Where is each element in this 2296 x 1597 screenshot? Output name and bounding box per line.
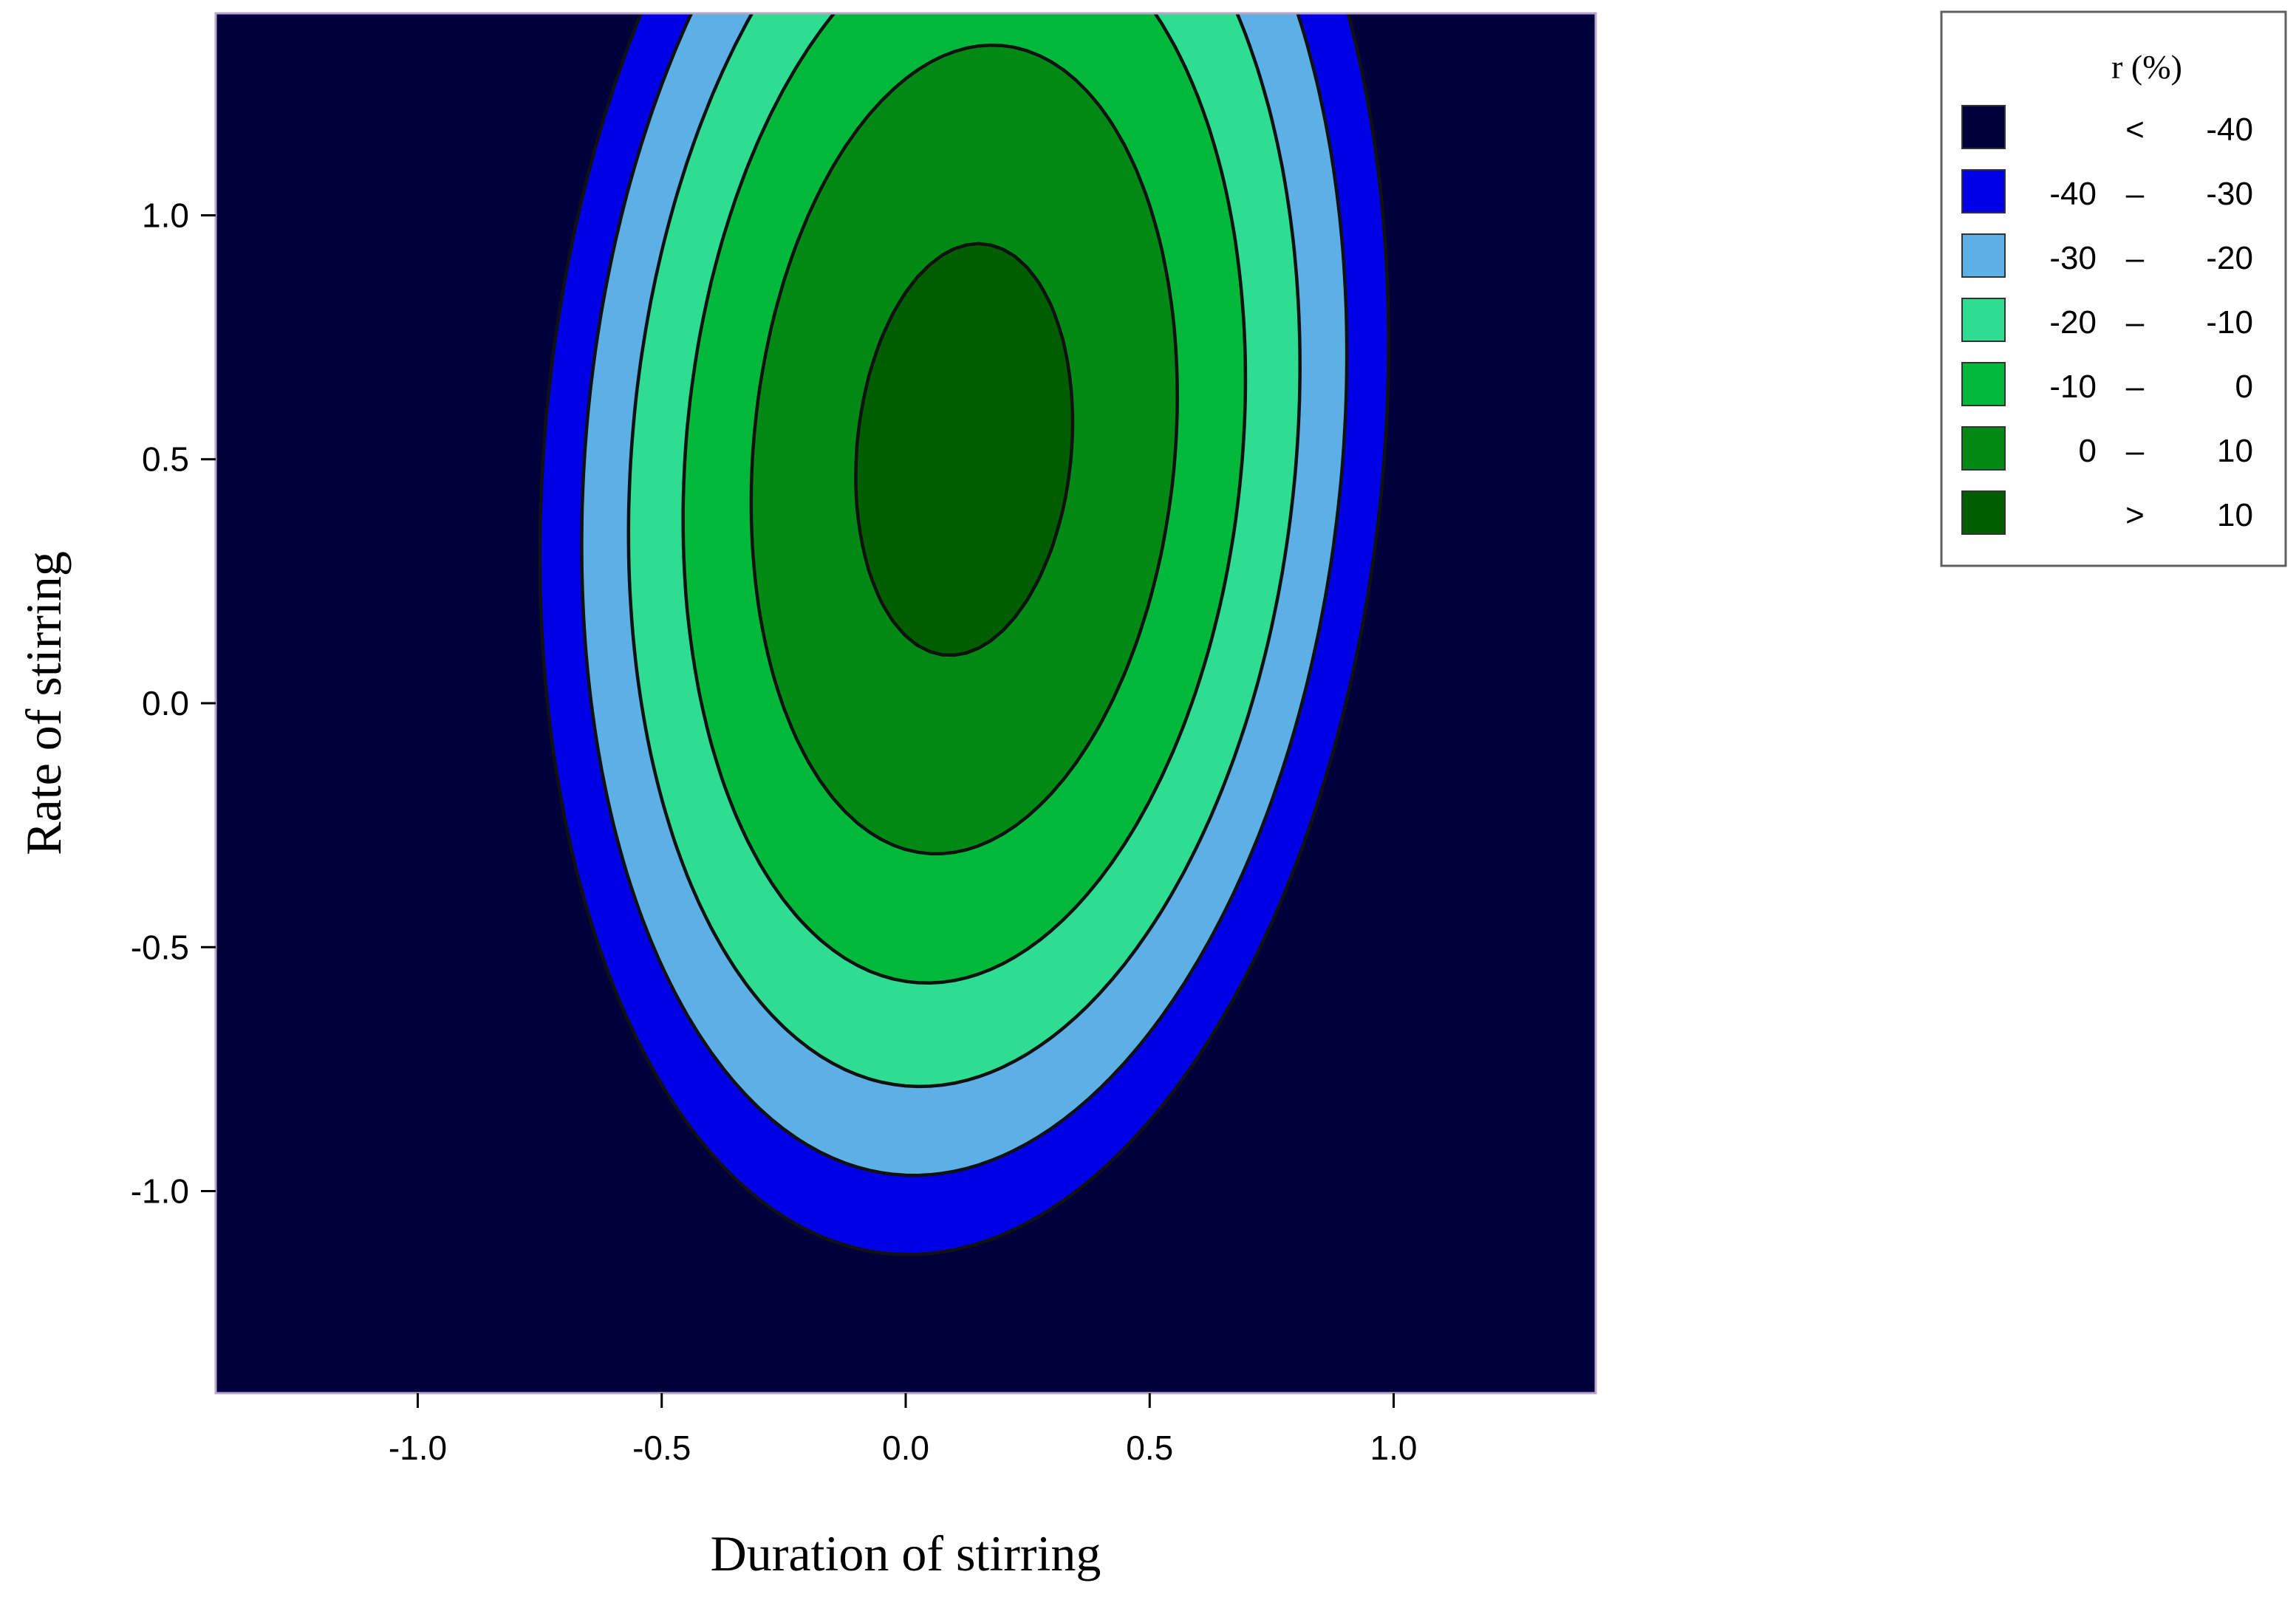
legend-range-separator: – [2126, 369, 2145, 405]
y-tick-label: 0.5 [142, 440, 189, 479]
legend-range-separator: – [2126, 176, 2145, 212]
legend-range-low: -30 [2049, 240, 2097, 276]
x-axis: -1.0 -0.5 0.0 0.5 1.0 [389, 1393, 1418, 1467]
legend-swatch [1961, 105, 2006, 149]
legend-entry: -20– -10 [1961, 298, 2253, 342]
legend-range-low: 0 [2079, 433, 2097, 469]
legend-range-low: -40 [2049, 176, 2097, 212]
legend-swatch [1961, 426, 2006, 471]
legend-range-separator: – [2126, 304, 2145, 341]
legend-range-high: -30 [2206, 176, 2253, 212]
legend-entry: -30– -20 [1961, 233, 2253, 278]
legend-entry: -10– 0 [1961, 362, 2253, 406]
contour-line--10 [681, 13, 1248, 985]
legend-swatch [1961, 362, 2006, 406]
legend-title: r (%) [2111, 48, 2182, 86]
legend-range-separator: > [2125, 497, 2145, 533]
legend-entries: < -40-40– -30-30– -20-20– -10-10–00–10> 10 [1961, 105, 2253, 535]
legend-range-low: -20 [2049, 304, 2097, 341]
legend-range-separator: < [2125, 112, 2145, 148]
legend-box [1940, 10, 2287, 567]
contour-bands [216, 13, 1596, 1393]
contour-band-above-10 [855, 243, 1073, 656]
legend-range-high: -20 [2206, 240, 2253, 276]
contour-line-0 [749, 43, 1179, 855]
legend-swatch [1961, 169, 2006, 213]
y-axis: -1.0 -0.5 0.0 0.5 1.0 [131, 196, 216, 1211]
x-tick-label: -1.0 [389, 1429, 447, 1467]
legend-range-high: 10 [2217, 433, 2253, 469]
legend-swatch [1961, 233, 2006, 278]
contour-line--40 [538, 13, 1390, 1256]
y-tick-label: -1.0 [131, 1172, 189, 1211]
legend-range-low: -10 [2049, 369, 2097, 405]
legend-range-separator: – [2126, 240, 2145, 276]
y-tick-label: 0.0 [142, 684, 189, 722]
y-tick-label: -0.5 [131, 928, 189, 966]
y-tick-label: 1.0 [142, 196, 189, 234]
legend-swatch [1961, 298, 2006, 342]
legend-entry: -40– -30 [1961, 169, 2253, 213]
legend-range-high: 0 [2235, 369, 2253, 405]
contour-line--20 [626, 13, 1302, 1089]
y-axis-title: Rate of stirring [16, 551, 72, 855]
x-tick-label: 0.0 [882, 1429, 929, 1467]
contour-line-10 [854, 242, 1075, 657]
legend-range-high: 10 [2217, 497, 2253, 533]
legend-swatch [1961, 490, 2006, 535]
x-tick-label: -0.5 [632, 1429, 691, 1467]
x-tick-label: 1.0 [1370, 1429, 1418, 1467]
legend-entry: < -40 [1961, 105, 2253, 149]
legend-range-high: -10 [2206, 304, 2253, 341]
legend-range-high: -40 [2206, 112, 2253, 148]
contour-line--30 [580, 13, 1349, 1177]
legend-entry: >10 [1961, 490, 2253, 535]
x-axis-title: Duration of stirring [711, 1525, 1101, 1581]
legend-range-separator: – [2126, 433, 2145, 469]
legend: r (%) < -40-40– -30-30– -20-20– -10-10–00–10… [1940, 10, 2287, 567]
x-tick-label: 0.5 [1126, 1429, 1173, 1467]
legend-entry: 0– 10 [1961, 426, 2253, 471]
